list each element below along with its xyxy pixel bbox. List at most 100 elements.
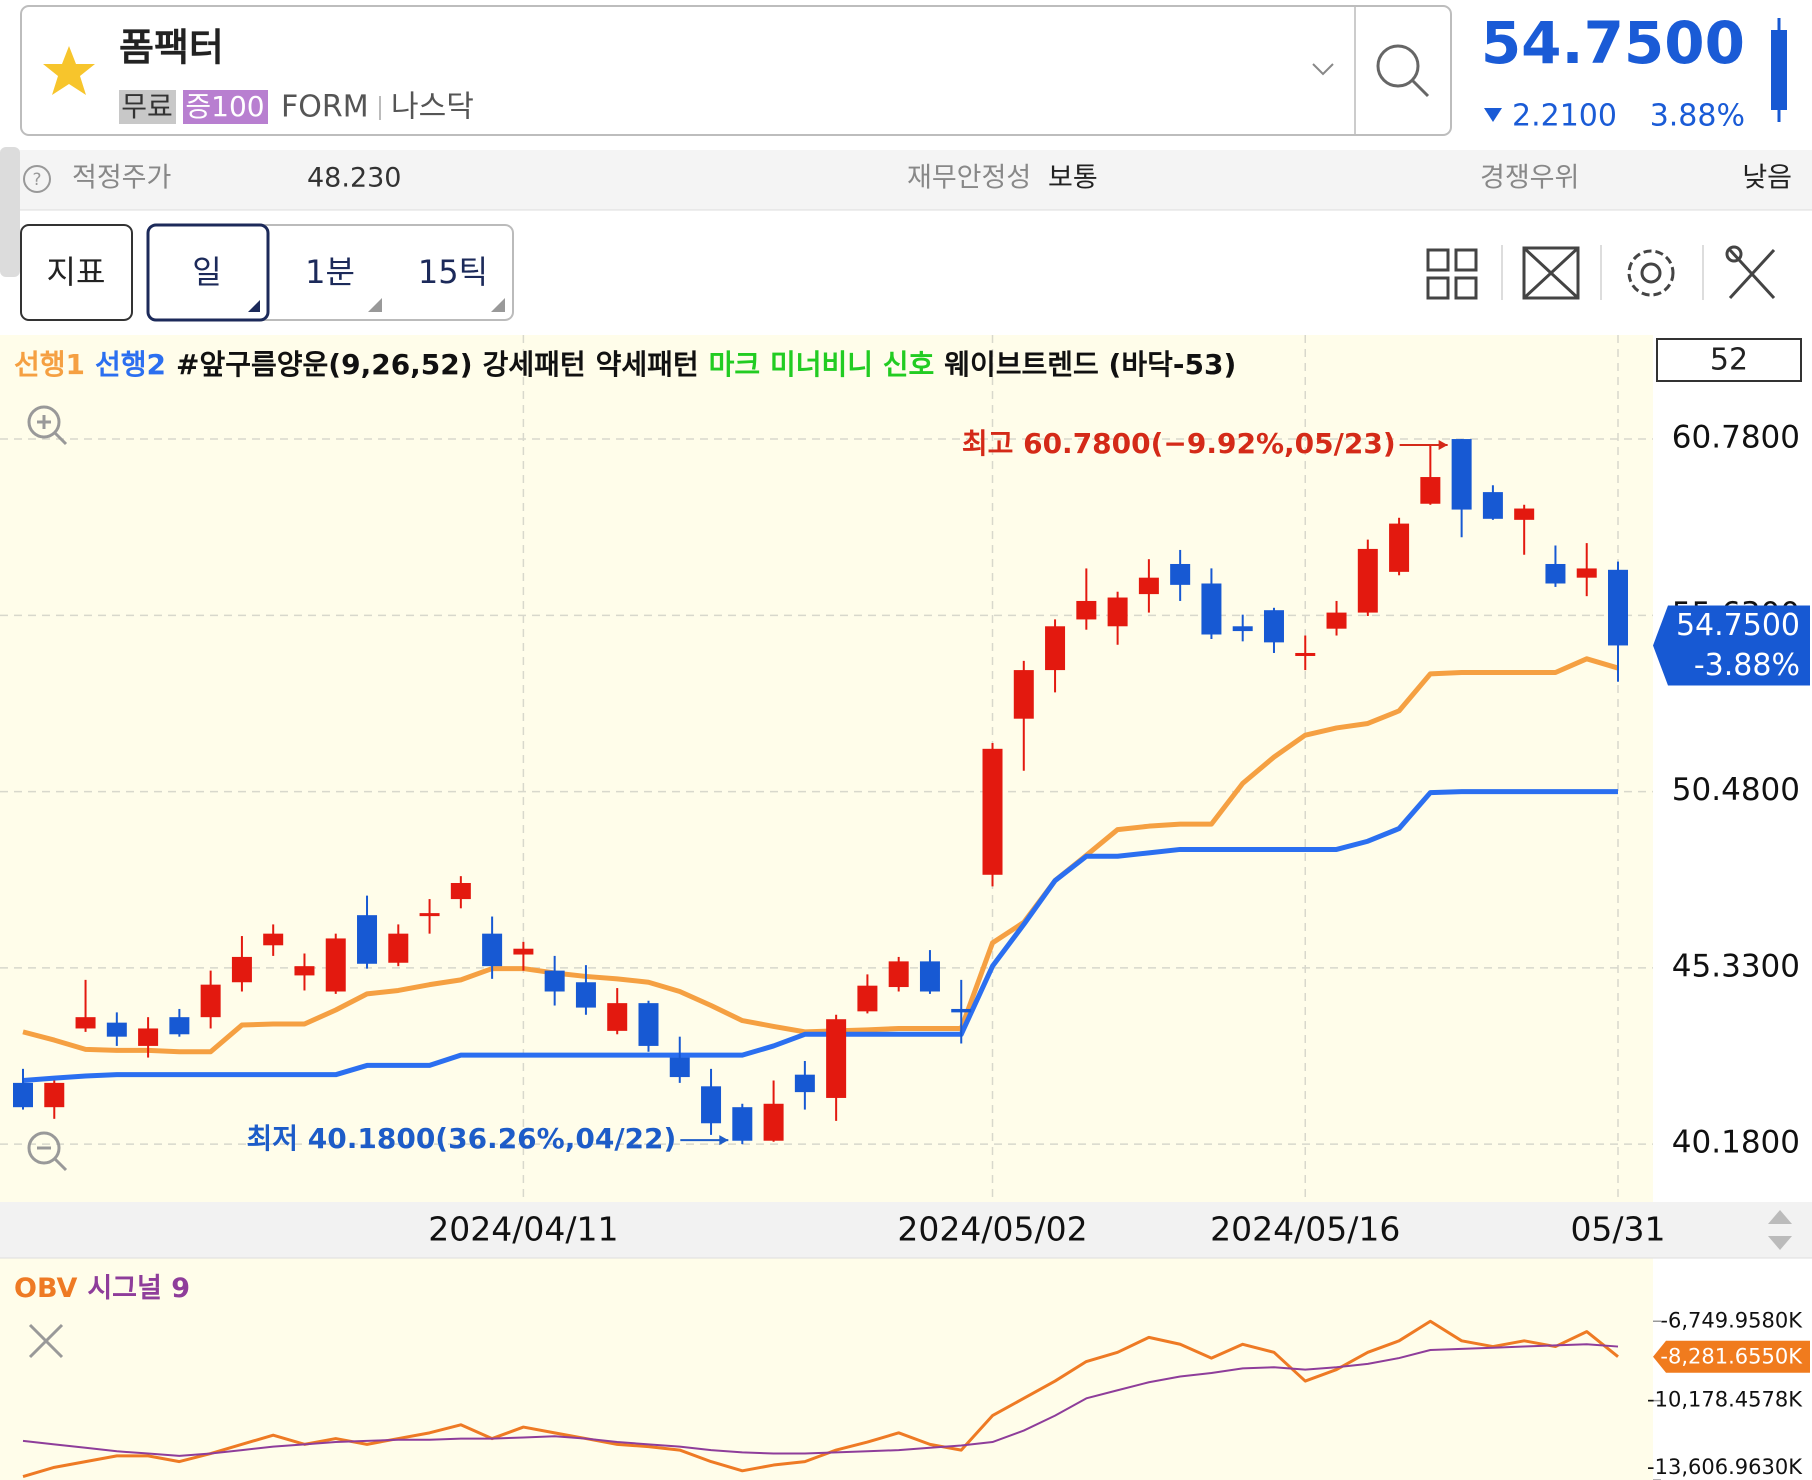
layout-icon[interactable] xyxy=(1426,248,1478,300)
grid xyxy=(0,335,1661,1480)
candle-body xyxy=(1514,508,1535,520)
candle-body xyxy=(919,961,940,992)
candle-body xyxy=(1608,569,1628,646)
candle-body xyxy=(669,1057,690,1078)
legend-item: 시그널 9 xyxy=(87,1273,190,1304)
candle-body xyxy=(1389,523,1410,572)
candle-body xyxy=(575,982,596,1008)
legend: OBV 시그널 9 xyxy=(14,1273,190,1304)
candle-body xyxy=(544,970,565,992)
indicator-button[interactable] xyxy=(20,224,133,321)
search-box[interactable] xyxy=(20,5,1452,136)
legend-item: OBV xyxy=(14,1273,77,1304)
candle-body xyxy=(231,956,252,983)
candle-body xyxy=(1107,597,1128,627)
period-box-label: 52 xyxy=(1710,343,1748,378)
info-value: 48.230 xyxy=(307,163,401,194)
candle-body xyxy=(75,1017,96,1029)
help-icon[interactable] xyxy=(23,165,51,193)
change: 2.2100 xyxy=(1512,99,1617,134)
low-annotation: 최저 40.1800(36.26%,04/22) xyxy=(247,1122,677,1155)
legend-item: 약세패턴 xyxy=(596,348,699,381)
market: 나스닥 xyxy=(391,90,474,125)
close-indicator-icon[interactable] xyxy=(28,1323,64,1359)
expand-icon[interactable] xyxy=(1522,246,1580,300)
candle-body xyxy=(1201,583,1222,635)
price-badge-label: 54.7500 xyxy=(1676,608,1800,643)
info-row xyxy=(0,150,1812,210)
zoom-in-icon[interactable] xyxy=(27,405,68,446)
x-tick-label: 05/31 xyxy=(1570,1210,1665,1249)
candle-body xyxy=(1263,610,1284,643)
price-badge xyxy=(1653,605,1810,686)
legend-item: 웨이브트렌드 (바닥-53) xyxy=(944,348,1236,381)
candle-body xyxy=(732,1107,753,1141)
side-tab[interactable] xyxy=(0,147,20,277)
candle-body xyxy=(1576,568,1597,578)
indicator-line xyxy=(22,656,1619,1055)
candle-body xyxy=(982,748,1003,875)
obv-panel xyxy=(0,1258,1653,1480)
corner-mark xyxy=(491,298,505,312)
candle-body xyxy=(1170,563,1191,585)
zoom-out-icon[interactable] xyxy=(27,1131,68,1172)
tag: 증100 xyxy=(185,90,264,123)
candle-body xyxy=(1451,439,1472,510)
high-annotation: 최고 60.7800(−9.92%,05/23) xyxy=(962,427,1396,460)
candle-body xyxy=(450,882,471,900)
candle-body xyxy=(1482,492,1503,519)
candle-body xyxy=(169,1017,190,1035)
candle-body xyxy=(763,1103,784,1141)
settings-icon[interactable] xyxy=(1627,249,1675,297)
y-tick-label: -13,606.9630K xyxy=(1647,1455,1803,1479)
candle-body xyxy=(513,948,534,955)
period-box[interactable] xyxy=(1656,338,1802,382)
candle-body xyxy=(419,913,440,917)
candle-body xyxy=(1326,612,1347,629)
y-tick-label: -10,178.4578K xyxy=(1647,1388,1803,1412)
candle-body xyxy=(138,1028,159,1046)
legend-item: 강세패턴 xyxy=(483,348,586,381)
corner-mark xyxy=(248,300,260,312)
stock-name: 폼팩터 xyxy=(119,26,224,70)
favorite-star[interactable] xyxy=(43,46,95,95)
ticker: FORM xyxy=(281,90,369,125)
info-label: 재무안정성 xyxy=(907,163,1031,194)
candle-body xyxy=(1545,563,1566,584)
info-label: 경쟁우위 xyxy=(1480,163,1579,194)
obv-badge-label: -8,281.6550K xyxy=(1660,1345,1803,1369)
change-pct: 3.88% xyxy=(1650,99,1745,134)
dropdown-icon[interactable] xyxy=(1312,63,1334,76)
candle-body xyxy=(294,966,315,976)
indicator-line xyxy=(22,789,1618,1083)
scroll-arrows[interactable] xyxy=(1768,1210,1792,1250)
obv-line xyxy=(22,1343,1619,1457)
candle-body xyxy=(1013,670,1034,719)
obv-line xyxy=(22,1319,1619,1478)
candle-body xyxy=(638,1003,659,1046)
annotation-arrowhead xyxy=(719,1135,729,1146)
button-label[interactable]: 15틱 xyxy=(418,253,488,291)
tag-bg xyxy=(183,90,268,124)
period-button[interactable] xyxy=(146,223,270,322)
legend-item: 선행1 xyxy=(14,348,85,381)
tag-bg xyxy=(119,90,176,124)
candle-body xyxy=(388,933,409,963)
x-axis-band xyxy=(0,1202,1812,1258)
tools-icon[interactable] xyxy=(1725,245,1776,300)
tag: 무료 xyxy=(121,90,173,123)
info-label: 적정주가 xyxy=(72,163,171,194)
candle-body xyxy=(701,1086,722,1124)
candle-body xyxy=(1076,600,1097,620)
candle-body xyxy=(607,1003,628,1031)
button-label[interactable]: 1분 xyxy=(305,253,355,291)
search-icon[interactable] xyxy=(1376,44,1420,88)
y-tick-label: -6,749.9580K xyxy=(1660,1308,1803,1332)
candle-body xyxy=(826,1019,847,1098)
candle-body xyxy=(1138,577,1159,595)
legend-item: #앞구름양운(9,26,52) xyxy=(176,348,473,381)
candle-body xyxy=(1295,652,1316,656)
x-tick-label: 2024/04/11 xyxy=(428,1210,618,1249)
candle-body xyxy=(200,984,221,1018)
